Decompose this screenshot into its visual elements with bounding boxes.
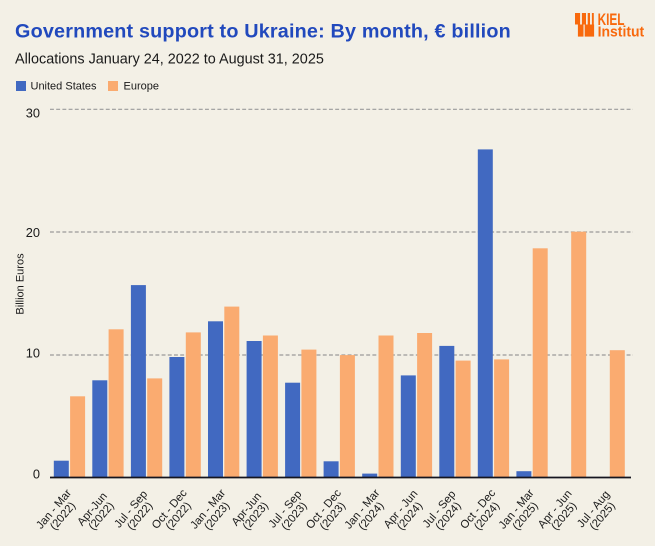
svg-text:Institut: Institut xyxy=(598,24,645,41)
svg-text:10: 10 xyxy=(26,346,40,361)
svg-text:KIEL: KIEL xyxy=(598,11,625,29)
svg-text:Billion Euros: Billion Euros xyxy=(14,253,26,315)
svg-text:0: 0 xyxy=(33,466,40,481)
svg-text:20: 20 xyxy=(26,225,40,240)
svg-text:Allocations January 24, 2022 t: Allocations January 24, 2022 to August 3… xyxy=(15,52,324,68)
svg-text:Government support to Ukraine:: Government support to Ukraine: By month,… xyxy=(15,21,511,43)
svg-text:Europe: Europe xyxy=(124,81,159,93)
svg-text:United States: United States xyxy=(31,81,98,93)
svg-text:30: 30 xyxy=(26,106,40,121)
